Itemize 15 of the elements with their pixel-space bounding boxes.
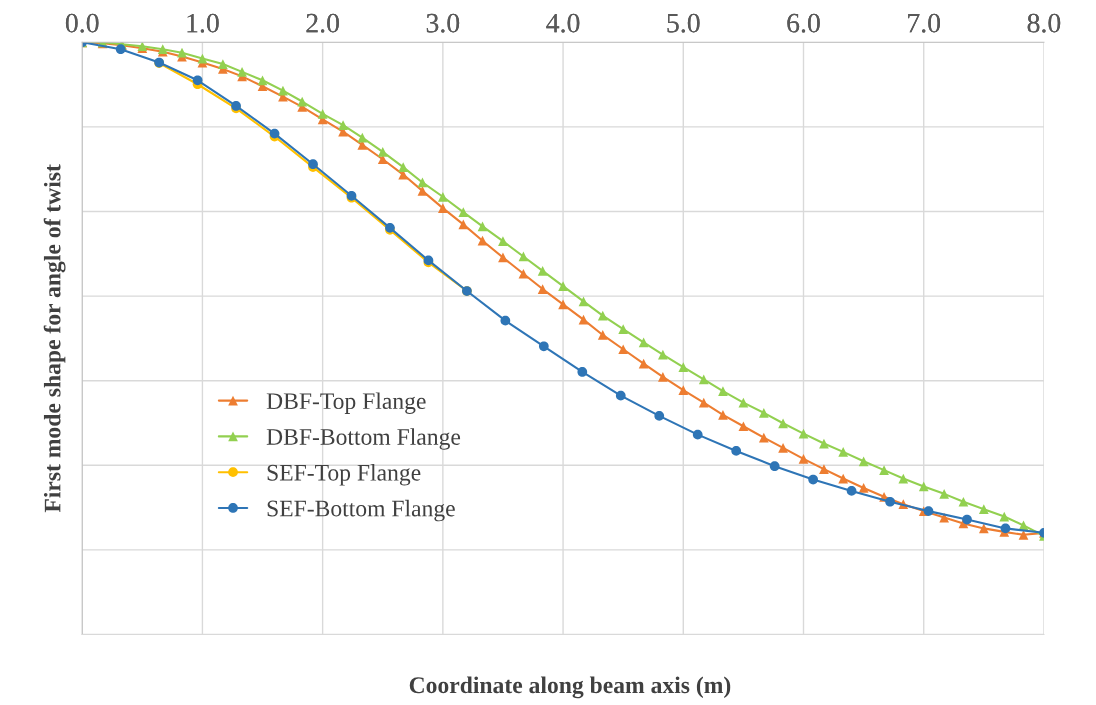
x-tick-label: 2.0 <box>306 13 339 33</box>
x-tick-label: 0.0 <box>65 13 99 33</box>
x-tick-label: 4.0 <box>546 13 580 33</box>
x-tick-label: 1.0 <box>187 13 219 33</box>
legend-label: DBF-Top Flange <box>266 392 426 414</box>
x-tick-label: 5.0 <box>667 13 700 33</box>
text: Coordinate along beam axis (m) <box>409 676 731 699</box>
legend-label: SEF-Bottom Flange <box>267 499 455 522</box>
y-axis-title: First mode shape for angle of twist <box>43 164 66 513</box>
x-tick-label: 6.0 <box>787 13 820 33</box>
legend-label: SEF-Top Flange <box>267 464 421 486</box>
x-tick-label: 7.0 <box>908 13 941 33</box>
x-tick-label: 3.0 <box>426 13 460 33</box>
legend-label: DBF-Bottom Flange <box>266 428 461 450</box>
x-tick-label: 8.0 <box>1027 13 1061 33</box>
